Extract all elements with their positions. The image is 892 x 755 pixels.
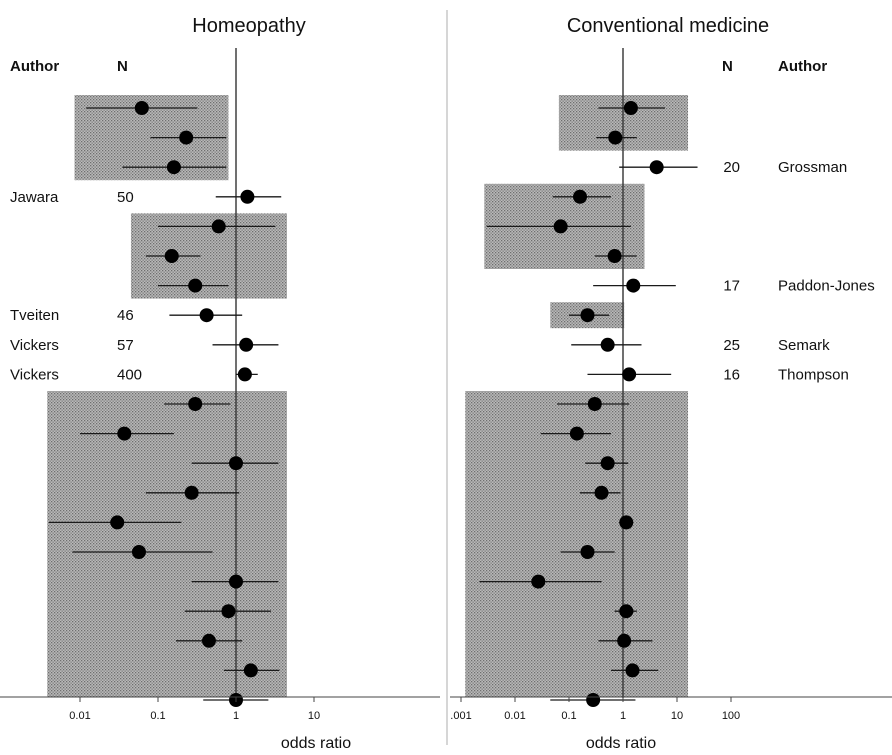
odds-ratio-point bbox=[553, 219, 568, 234]
study-n-label: 25 bbox=[723, 337, 740, 354]
study-author-label: Grossman bbox=[778, 159, 847, 176]
shaded-groups bbox=[465, 95, 689, 697]
shaded-group-box bbox=[47, 391, 287, 697]
study-labels: Jawara 50 Tveiten 46 Vickers 57 Vickers 400 bbox=[10, 189, 142, 384]
study-author-label: Vickers bbox=[10, 366, 59, 383]
study-n-label: 16 bbox=[723, 366, 740, 383]
shaded-group-box bbox=[465, 391, 689, 697]
study-n-label: 57 bbox=[117, 337, 134, 354]
study-n-label: 46 bbox=[117, 307, 134, 324]
odds-ratio-point bbox=[131, 545, 146, 559]
x-axis-title: odds ratio bbox=[281, 735, 351, 752]
odds-ratio-point bbox=[221, 604, 236, 619]
study-author-label: Semark bbox=[778, 337, 830, 354]
x-tick-label: 10 bbox=[308, 710, 320, 722]
x-axis: 0.01 0.1 1 10 bbox=[0, 696, 440, 722]
conventional-medicine-panel: Conventional medicine N Author Grossman 2… bbox=[450, 15, 892, 752]
odds-ratio-point bbox=[580, 308, 595, 323]
x-tick-label: 1 bbox=[233, 710, 239, 722]
x-tick-label: 0.01 bbox=[504, 710, 525, 722]
odds-ratio-point bbox=[569, 426, 584, 441]
odds-ratio-point bbox=[600, 337, 615, 352]
study-author-label: Thompson bbox=[778, 366, 849, 383]
shaded-groups bbox=[47, 95, 287, 697]
study-author-label: Vickers bbox=[10, 337, 59, 354]
study-n-label: 50 bbox=[117, 189, 134, 206]
study-n-label: 400 bbox=[117, 366, 142, 383]
odds-ratio-point bbox=[617, 633, 632, 648]
odds-ratio-point bbox=[211, 219, 226, 234]
odds-ratio-point bbox=[199, 308, 214, 323]
odds-ratio-point bbox=[573, 189, 588, 204]
odds-ratio-point bbox=[625, 663, 640, 678]
odds-ratio-point bbox=[607, 249, 622, 263]
author-column-header: Author bbox=[778, 58, 827, 75]
odds-ratio-point bbox=[166, 160, 181, 175]
homeopathy-panel-title: Homeopathy bbox=[192, 15, 305, 37]
x-tick-label: 100 bbox=[722, 710, 740, 722]
odds-ratio-point bbox=[580, 545, 595, 559]
odds-ratio-point bbox=[531, 574, 546, 589]
odds-ratio-point bbox=[110, 515, 125, 530]
homeopathy-panel: Homeopathy Author N Jawara 50 Tveiten 46 Vic… bbox=[0, 15, 440, 752]
odds-ratio-point bbox=[229, 574, 243, 589]
odds-ratio-point bbox=[619, 604, 634, 619]
odds-ratio-point bbox=[594, 485, 609, 500]
x-axis: .001 0.01 0.1 1 10 100 bbox=[450, 696, 892, 722]
odds-ratio-point bbox=[623, 101, 638, 115]
x-tick-label: 0.01 bbox=[69, 710, 90, 722]
odds-ratio-point bbox=[600, 456, 615, 471]
odds-ratio-point bbox=[184, 485, 199, 500]
study-author-label: Jawara bbox=[10, 189, 59, 206]
odds-ratio-point bbox=[626, 278, 641, 293]
odds-ratio-point bbox=[229, 456, 243, 471]
x-tick-label: .001 bbox=[450, 710, 471, 722]
x-tick-label: 10 bbox=[671, 710, 683, 722]
odds-ratio-point bbox=[586, 693, 601, 707]
odds-ratio-point bbox=[608, 130, 623, 145]
study-n-label: 20 bbox=[723, 159, 740, 176]
n-column-header: N bbox=[722, 58, 733, 75]
study-labels: Grossman 20 Paddon-Jones 17 Semark 25 Thompson… bbox=[723, 159, 874, 383]
odds-ratio-point bbox=[188, 397, 203, 411]
study-markers bbox=[48, 101, 282, 707]
x-tick-label: 1 bbox=[620, 710, 626, 722]
x-tick-label: 0.1 bbox=[150, 710, 165, 722]
odds-ratio-point bbox=[164, 249, 179, 263]
study-markers bbox=[479, 101, 698, 707]
odds-ratio-point bbox=[622, 367, 637, 382]
odds-ratio-point bbox=[239, 337, 254, 352]
author-column-header: Author bbox=[10, 58, 59, 75]
study-author-label: Tveiten bbox=[10, 307, 59, 324]
odds-ratio-point bbox=[237, 367, 252, 382]
odds-ratio-point bbox=[619, 515, 634, 530]
odds-ratio-point bbox=[117, 426, 132, 441]
odds-ratio-point bbox=[179, 130, 194, 145]
x-tick-label: 0.1 bbox=[561, 710, 576, 722]
n-column-header: N bbox=[117, 58, 128, 75]
conventional-panel-title: Conventional medicine bbox=[567, 15, 769, 37]
odds-ratio-point bbox=[240, 189, 255, 204]
odds-ratio-point bbox=[587, 397, 602, 411]
odds-ratio-point bbox=[243, 663, 258, 678]
odds-ratio-point bbox=[201, 633, 216, 648]
study-author-label: Paddon-Jones bbox=[778, 278, 875, 295]
x-axis-title: odds ratio bbox=[586, 735, 656, 752]
odds-ratio-point bbox=[134, 101, 149, 115]
study-n-label: 17 bbox=[723, 278, 740, 295]
odds-ratio-point bbox=[188, 278, 203, 293]
odds-ratio-point bbox=[649, 160, 664, 175]
